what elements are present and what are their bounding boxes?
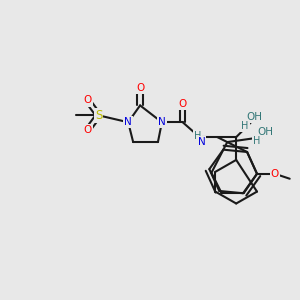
Text: OH: OH	[257, 127, 273, 137]
Text: O: O	[136, 82, 144, 93]
Text: H: H	[194, 131, 201, 141]
Text: N: N	[124, 117, 132, 127]
Text: N: N	[198, 137, 206, 147]
Text: S: S	[95, 109, 102, 122]
Text: N: N	[158, 117, 166, 127]
Text: O: O	[83, 95, 92, 106]
Text: OH: OH	[246, 112, 262, 122]
Text: O: O	[271, 169, 279, 179]
Text: O: O	[178, 99, 187, 110]
Text: H: H	[253, 136, 261, 146]
Text: H: H	[242, 121, 249, 131]
Text: O: O	[83, 125, 92, 135]
